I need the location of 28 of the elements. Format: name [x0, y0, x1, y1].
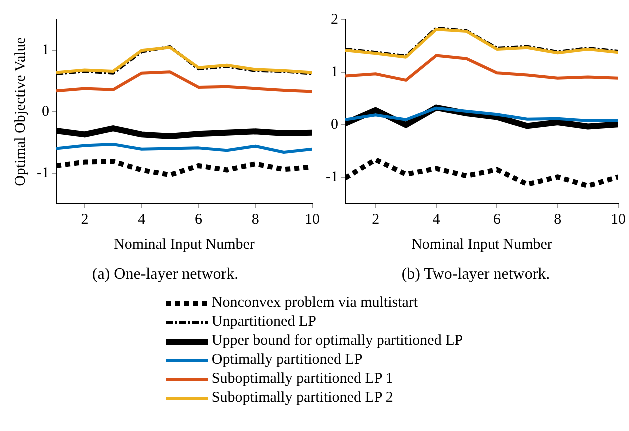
y-axis-title: Optimal Objective Value [12, 37, 29, 186]
x-tick-label: 10 [611, 212, 626, 228]
x-axis-title: Nominal Input Number [412, 236, 552, 253]
legend-label: Suboptimally partitioned LP 2 [212, 389, 394, 408]
x-tick-label: 4 [432, 212, 441, 228]
x-tick-label: 4 [138, 212, 146, 228]
y-tick-label: 1 [42, 42, 50, 59]
y-tick-label: -1 [36, 165, 50, 182]
x-tick-label: 8 [252, 212, 260, 228]
text: (b) Two-layer network. [400, 266, 552, 284]
y-tick-label: 0 [42, 104, 50, 120]
y-tick-label: 1 [330, 64, 338, 81]
x-tick-label: 6 [194, 212, 203, 228]
x-tick-label: 8 [554, 212, 562, 228]
legend-label: Nonconvex problem via multistart [212, 294, 418, 313]
legend-label: Unpartitioned LP [212, 313, 316, 332]
x-tick-label: 2 [372, 212, 380, 228]
legend-label: Suboptimally partitioned LP 1 [212, 370, 394, 389]
legend-label: Upper bound for optimally partitioned LP [212, 332, 464, 351]
y-tick-label: 2 [330, 12, 338, 28]
legend-label: Optimally partitioned LP [212, 351, 363, 370]
text: (a) One-layer network. [91, 266, 240, 284]
y-tick-label: 0 [330, 117, 338, 134]
x-tick-label: 2 [81, 212, 89, 228]
x-tick-label: 10 [305, 212, 320, 228]
x-tick-label: 6 [493, 212, 502, 228]
y-tick-label: -1 [326, 170, 338, 186]
x-axis-title: Nominal Input Number [114, 236, 255, 253]
